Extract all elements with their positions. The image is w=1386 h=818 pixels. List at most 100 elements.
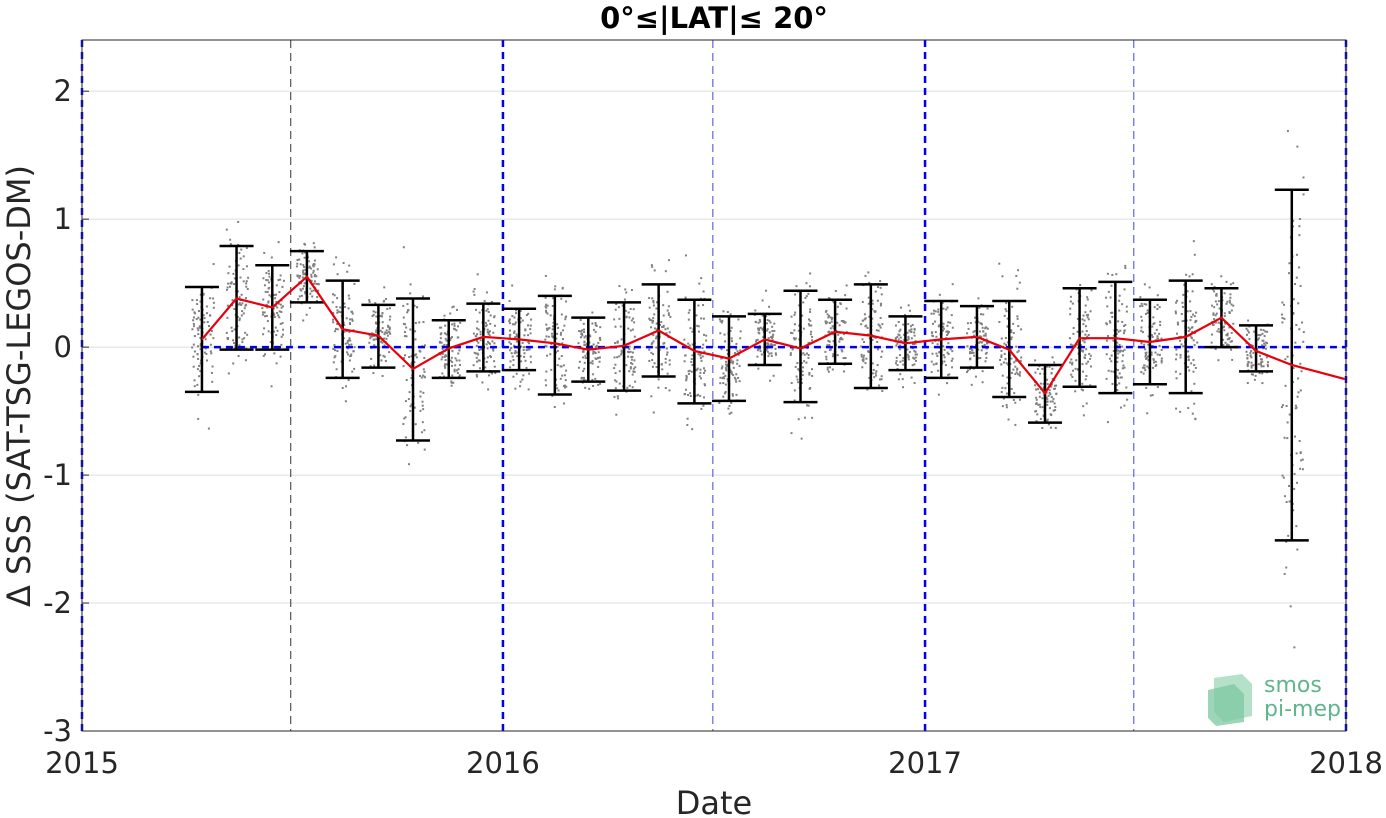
scatter-point [700, 359, 703, 362]
scatter-point [832, 327, 835, 330]
scatter-point [1140, 329, 1143, 332]
scatter-point [769, 379, 772, 382]
scatter-point [195, 318, 198, 321]
scatter-point [697, 304, 700, 307]
scatter-point [1187, 329, 1190, 332]
scatter-point [552, 336, 555, 339]
scatter-point [1155, 328, 1158, 331]
scatter-point [1288, 262, 1291, 265]
scatter-point [1144, 348, 1147, 351]
scatter-point [648, 306, 651, 309]
scatter-point [511, 323, 514, 326]
scatter-point [410, 403, 413, 406]
scatter-point [703, 371, 706, 374]
scatter-point [492, 331, 495, 334]
scatter-point [560, 355, 563, 358]
scatter-point [721, 319, 724, 322]
scatter-point [274, 326, 277, 329]
scatter-point [913, 334, 916, 337]
scatter-point [1182, 293, 1185, 296]
scatter-point [1018, 373, 1021, 376]
scatter-point [331, 301, 334, 304]
scatter-point [1293, 646, 1296, 649]
scatter-point [620, 351, 623, 354]
scatter-point [1048, 365, 1051, 368]
scatter-point [766, 319, 769, 322]
scatter-point [485, 360, 488, 363]
scatter-point [628, 345, 631, 348]
scatter-point [308, 266, 311, 269]
scatter-point [564, 379, 567, 382]
scatter-point [475, 373, 478, 376]
scatter-point [689, 392, 692, 395]
scatter-point [593, 351, 596, 354]
scatter-point [1296, 548, 1299, 551]
scatter-point [332, 361, 335, 364]
scatter-point [737, 353, 740, 356]
scatter-point [589, 335, 592, 338]
scatter-point [204, 338, 207, 341]
scatter-point [381, 374, 384, 377]
scatter-point [209, 297, 212, 300]
y-tick-label: -3 [43, 714, 72, 748]
scatter-point [276, 306, 279, 309]
scatter-point [549, 353, 552, 356]
scatter-point [1230, 348, 1233, 351]
scatter-point [546, 304, 549, 307]
scatter-point [597, 383, 600, 386]
scatter-point [699, 371, 702, 374]
scatter-point [556, 345, 559, 348]
scatter-point [765, 289, 768, 292]
scatter-point [801, 374, 804, 377]
scatter-point [1141, 305, 1144, 308]
scatter-point [193, 311, 196, 314]
scatter-point [1083, 319, 1086, 322]
scatter-point [301, 276, 304, 279]
scatter-point [1261, 372, 1264, 375]
scatter-point [348, 343, 351, 346]
scatter-point [334, 330, 337, 333]
scatter-point [951, 283, 954, 286]
scatter-point [652, 353, 655, 356]
scatter-point [842, 320, 845, 323]
scatter-point [591, 362, 594, 365]
scatter-point [1143, 283, 1146, 286]
scatter-point [698, 282, 701, 285]
scatter-point [597, 366, 600, 369]
scatter-point [826, 344, 829, 347]
scatter-point [949, 348, 952, 351]
scatter-point [942, 354, 945, 357]
scatter-point [614, 372, 617, 375]
scatter-point [1297, 377, 1300, 380]
scatter-point [212, 301, 215, 304]
scatter-point [881, 390, 884, 393]
scatter-point [1281, 316, 1284, 319]
scatter-point [655, 328, 658, 331]
scatter-point [485, 324, 488, 327]
scatter-point [373, 364, 376, 367]
scatter-point [947, 353, 950, 356]
scatter-point [1190, 326, 1193, 329]
scatter-point [530, 318, 533, 321]
scatter-point [303, 266, 306, 269]
scatter-point [277, 241, 280, 244]
scatter-point [1144, 355, 1147, 358]
scatter-point [1107, 334, 1110, 337]
scatter-point [618, 370, 621, 373]
scatter-point [591, 311, 594, 314]
scatter-point [1069, 361, 1072, 364]
scatter-point [515, 312, 518, 315]
scatter-point [942, 322, 945, 325]
scatter-point [1160, 357, 1163, 360]
scatter-point [1111, 273, 1114, 276]
scatter-point [274, 297, 277, 300]
scatter-point [802, 301, 805, 304]
scatter-point [592, 343, 595, 346]
scatter-point [1121, 354, 1124, 357]
scatter-point [1035, 420, 1038, 423]
scatter-point [374, 311, 377, 314]
scatter-point [1295, 276, 1298, 279]
scatter-point [951, 350, 954, 353]
scatter-point [512, 375, 515, 378]
scatter-point [450, 356, 453, 359]
